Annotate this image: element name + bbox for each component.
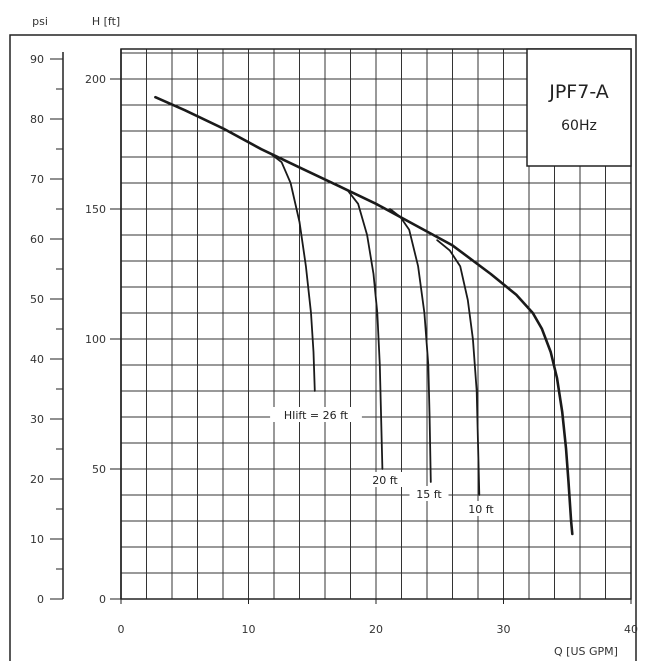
model-frequency: 60Hz (561, 118, 597, 134)
x-tick-label: 0 (118, 623, 125, 636)
lift-label: 10 ft (468, 503, 494, 516)
psi-tick-label: 90 (30, 53, 44, 66)
lift-curve-4 (436, 239, 481, 496)
psi-tick-label: 60 (30, 233, 44, 246)
x-tick-label: 40 (624, 623, 638, 636)
lift-label-bg (270, 407, 362, 422)
lift-label: HIift = 26 ft (284, 409, 349, 422)
lift-label: 15 ft (416, 488, 442, 501)
model-box (526, 48, 632, 167)
lift-curve-3 (389, 208, 432, 483)
lift-label-bg (409, 486, 449, 501)
outer-frame (9, 34, 637, 661)
psi-tick-label: 70 (30, 173, 44, 186)
psi-tick-label: 0 (37, 593, 44, 606)
psi-axis-title: psi (32, 15, 48, 28)
h-tick-label: 200 (85, 73, 106, 86)
psi-tick-label: 50 (30, 293, 44, 306)
lift-curve-1 (270, 153, 316, 392)
h-tick-label: 100 (85, 333, 106, 346)
psi-tick-label: 80 (30, 113, 44, 126)
model-name: JPF7-A (548, 81, 609, 103)
main-curve (154, 95, 574, 536)
x-tick-label: 20 (369, 623, 383, 636)
x-axis-title: Q [US GPM] (554, 645, 618, 658)
h-tick-label: 150 (85, 203, 106, 216)
h-tick-label: 50 (92, 463, 106, 476)
psi-tick-label: 20 (30, 473, 44, 486)
grid (120, 48, 632, 600)
lift-label: 20 ft (372, 474, 398, 487)
psi-tick-label: 40 (30, 353, 44, 366)
lift-label-bg (365, 472, 405, 487)
x-tick-label: 10 (242, 623, 256, 636)
h-axis-title: H [ft] (92, 15, 120, 28)
lift-label-bg (461, 501, 501, 516)
x-tick-label: 30 (497, 623, 511, 636)
psi-tick-label: 30 (30, 413, 44, 426)
psi-tick-label: 10 (30, 533, 44, 546)
h-tick-label: 0 (99, 593, 106, 606)
lift-curve-2 (338, 184, 384, 470)
